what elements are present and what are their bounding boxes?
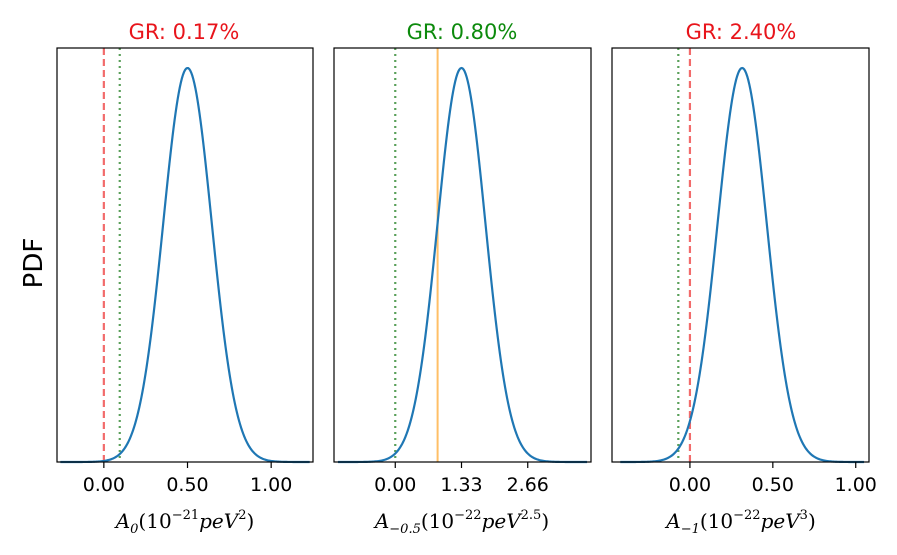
x-tick-label: 0.00	[83, 474, 125, 496]
panel-a0: GR: 0.17% 0.00 0.50 1.00 A0(10−21peV2)	[56, 20, 314, 537]
y-axis-label: PDF	[19, 238, 49, 289]
pdf-curve	[620, 66, 865, 464]
panel-title: GR: 0.80%	[407, 20, 518, 44]
x-axis-label: A0(10−21peV2)	[114, 508, 255, 537]
panel-title: GR: 0.17%	[129, 20, 240, 44]
x-tick-label: 0.00	[669, 474, 711, 496]
x-tick-label: 1.00	[250, 474, 292, 496]
pdf-curve	[337, 66, 588, 464]
pdf-curve	[60, 66, 310, 464]
x-tick-label: 0.50	[166, 474, 208, 496]
axes-frame	[333, 47, 592, 463]
axes-frame	[56, 47, 314, 463]
axes-frame	[611, 47, 870, 463]
panel-title: GR: 2.40%	[686, 20, 797, 44]
x-tick-label: 0.00	[374, 474, 416, 496]
x-tick-label: 1.00	[835, 474, 877, 496]
panel-a-0-5: GR: 0.80% 0.00 1.33 2.66 A−0.5(10−22peV2.5…	[333, 20, 592, 537]
x-tick-label: 1.33	[440, 474, 482, 496]
x-axis-label: A−1(10−22peV3)	[664, 508, 816, 537]
x-tick-label: 0.50	[752, 474, 794, 496]
panel-a-1: GR: 2.40% 0.00 0.50 1.00 A−1(10−22peV3)	[611, 20, 877, 537]
x-axis-label: A−0.5(10−22peV2.5)	[373, 508, 549, 537]
x-tick-label: 2.66	[507, 474, 549, 496]
